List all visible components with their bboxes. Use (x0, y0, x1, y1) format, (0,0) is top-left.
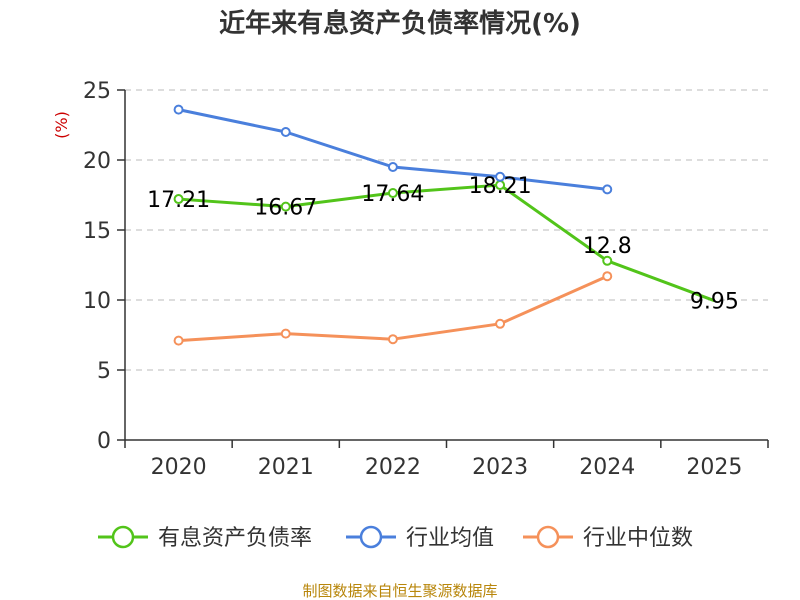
legend[interactable]: 有息资产负债率 行业均值 行业中位数 (98, 525, 693, 551)
data-point (280, 127, 291, 137)
data-point (387, 162, 398, 172)
x-tick-label: 2021 (258, 455, 314, 480)
x-tick-label: 2024 (579, 455, 635, 480)
y-tick-label: 25 (83, 79, 111, 104)
data-point (387, 188, 398, 199)
grid-lines (125, 89, 768, 371)
data-label: 12.8 (583, 234, 632, 259)
data-label: 18.21 (469, 174, 532, 199)
data-point (173, 194, 184, 205)
legend-label: 有息资产负债率 (158, 526, 312, 551)
data-label: 17.64 (361, 182, 424, 207)
data-point (495, 318, 506, 329)
legend-marker (111, 525, 135, 549)
data-point (602, 271, 613, 282)
y-tick-label: 10 (83, 289, 111, 314)
y-axis-unit-label: (%) (52, 111, 71, 139)
data-labels: 17.21 16.67 17.64 18.21 12.8 9.95 (147, 174, 739, 315)
series-line (178, 108, 608, 191)
data-point (280, 201, 291, 212)
y-tick-label: 5 (97, 359, 111, 384)
chart-title: 近年来有息资产负债率情况(%) (219, 8, 581, 39)
series-line (178, 183, 715, 303)
x-tick-label: 2025 (686, 455, 742, 480)
legend-marker (359, 525, 383, 549)
x-tick-label: 2023 (472, 455, 528, 480)
data-point (173, 104, 184, 115)
legend-label: 行业均值 (406, 526, 494, 551)
series-line (178, 274, 608, 343)
data-label: 9.95 (690, 290, 739, 315)
data-point (495, 171, 506, 182)
source-note: 制图数据来自恒生聚源数据库 (302, 582, 497, 600)
y-tick-label: 20 (83, 149, 111, 174)
data-label: 17.21 (147, 188, 210, 213)
data-point (602, 255, 613, 266)
x-tick-label: 2022 (365, 455, 421, 480)
legend-marker (536, 525, 560, 549)
data-label: 16.67 (254, 196, 317, 221)
y-tick-label: 0 (97, 429, 111, 454)
data-point (602, 184, 613, 195)
data-point (387, 334, 398, 345)
legend-label: 行业中位数 (583, 526, 693, 551)
data-point (173, 335, 184, 346)
x-tick-label: 2020 (151, 455, 207, 480)
y-tick-label: 15 (83, 219, 111, 244)
data-point (280, 328, 291, 339)
series (173, 104, 715, 346)
